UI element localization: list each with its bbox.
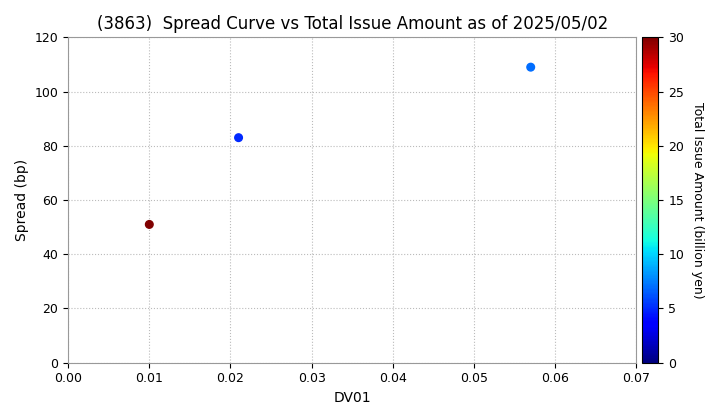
Point bbox=[143, 221, 155, 228]
Title: (3863)  Spread Curve vs Total Issue Amount as of 2025/05/02: (3863) Spread Curve vs Total Issue Amoun… bbox=[96, 15, 608, 33]
Y-axis label: Spread (bp): Spread (bp) bbox=[15, 159, 29, 241]
Point bbox=[233, 134, 244, 141]
Point bbox=[525, 64, 536, 71]
Y-axis label: Total Issue Amount (billion yen): Total Issue Amount (billion yen) bbox=[690, 102, 703, 298]
X-axis label: DV01: DV01 bbox=[333, 391, 371, 405]
